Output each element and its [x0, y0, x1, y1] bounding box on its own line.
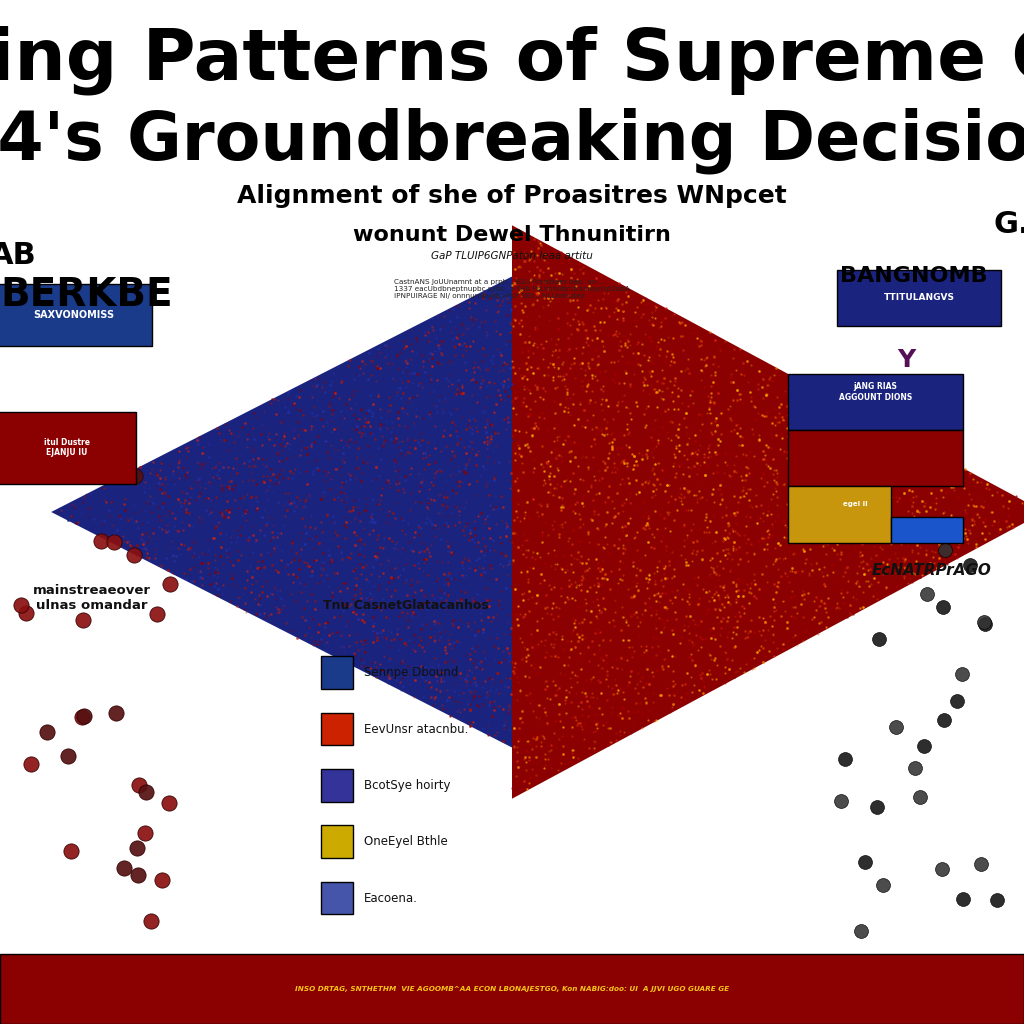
Point	[62, 843, 79, 859]
Text: CastnANS JoUUnamnt at a prpb... BLU Prsisttaer ban. a>...
1337 eacUbdbneptnupbc : CastnANS JoUUnamnt at a prpb... BLU Prsi…	[394, 279, 630, 299]
Point	[137, 824, 154, 841]
FancyBboxPatch shape	[321, 825, 353, 858]
Point	[868, 799, 885, 815]
Text: jANG RIAS
AGGOUNT DIONS: jANG RIAS AGGOUNT DIONS	[839, 383, 912, 401]
Point	[17, 605, 34, 622]
FancyBboxPatch shape	[788, 374, 963, 430]
Point	[977, 615, 993, 632]
Text: AB: AB	[0, 241, 37, 269]
Point	[154, 871, 170, 888]
Text: wonunt Dewel Thnunitirn: wonunt Dewel Thnunitirn	[353, 225, 671, 246]
FancyBboxPatch shape	[321, 713, 353, 745]
Point	[126, 547, 142, 563]
Point	[874, 878, 891, 894]
FancyBboxPatch shape	[891, 517, 963, 543]
Text: itul Dustre
EJANJU IU: itul Dustre EJANJU IU	[44, 438, 89, 457]
Point	[962, 557, 978, 573]
Point	[23, 756, 39, 772]
Point	[12, 597, 29, 613]
Point	[838, 751, 854, 767]
Text: EevUnsr atacnbu.: EevUnsr atacnbu.	[364, 723, 468, 735]
Point	[75, 611, 91, 628]
Text: Sennpe Dbound: Sennpe Dbound	[364, 667, 458, 679]
Point	[93, 534, 110, 550]
Point	[912, 788, 929, 805]
Point	[853, 923, 869, 939]
Text: Tnu CasnetGlatacanhos: Tnu CasnetGlatacanhos	[323, 599, 488, 612]
Point	[833, 793, 849, 809]
Point	[936, 542, 952, 558]
Point	[148, 605, 165, 622]
Text: INSO DRTAG, SNTHETHM  VIE AGOOMB^AA ECON LBONAJESTGO, Kon NABIG:doo: UI  A JJVI : INSO DRTAG, SNTHETHM VIE AGOOMB^AA ECON …	[295, 986, 729, 992]
Polygon shape	[51, 276, 512, 748]
Point	[934, 860, 950, 877]
Text: GaP TLUIP6GNPaton leaa artitu: GaP TLUIP6GNPaton leaa artitu	[431, 251, 593, 261]
Point	[842, 471, 858, 487]
Text: egel il: egel il	[843, 501, 867, 507]
Point	[976, 614, 992, 631]
Point	[117, 859, 133, 876]
Point	[857, 854, 873, 870]
Point	[105, 534, 122, 550]
Text: OneEyel Bthle: OneEyel Bthle	[364, 836, 447, 848]
Point	[989, 892, 1006, 908]
Point	[130, 866, 146, 883]
Point	[954, 666, 971, 682]
Text: BcotSye hoirty: BcotSye hoirty	[364, 779, 450, 792]
Point	[137, 783, 154, 800]
Point	[936, 712, 952, 728]
FancyBboxPatch shape	[0, 412, 136, 484]
Point	[60, 748, 77, 764]
Point	[161, 795, 177, 811]
Text: EcNATRPrAGO: EcNATRPrAGO	[871, 563, 992, 579]
Point	[935, 599, 951, 615]
Point	[162, 575, 178, 592]
Text: BANGNOMB: BANGNOMB	[840, 266, 987, 287]
Text: SAXVONOMISS: SAXVONOMISS	[33, 310, 115, 321]
FancyBboxPatch shape	[788, 430, 963, 486]
Point	[954, 891, 971, 907]
Text: TTITULANGVS: TTITULANGVS	[884, 294, 955, 302]
Text: Y: Y	[897, 348, 915, 372]
Point	[76, 708, 92, 724]
FancyBboxPatch shape	[321, 656, 353, 689]
Point	[127, 468, 143, 484]
Polygon shape	[512, 225, 1024, 799]
FancyBboxPatch shape	[321, 769, 353, 802]
Point	[948, 693, 965, 710]
FancyBboxPatch shape	[321, 882, 353, 914]
Text: mainstreaeover
ulnas omandar: mainstreaeover ulnas omandar	[33, 584, 152, 611]
Point	[907, 760, 924, 776]
Point	[129, 841, 145, 857]
Point	[871, 631, 888, 647]
FancyBboxPatch shape	[0, 284, 152, 346]
Point	[74, 710, 90, 726]
Point	[916, 738, 933, 755]
FancyBboxPatch shape	[0, 954, 1024, 1024]
Text: BERKBE: BERKBE	[0, 276, 173, 314]
Text: Eacoena.: Eacoena.	[364, 892, 418, 904]
Text: on 2024's Groundbreaking Decisions: on 2024's Groundbreaking Decisions	[0, 108, 1024, 174]
Point	[919, 586, 935, 602]
FancyBboxPatch shape	[788, 486, 891, 543]
Point	[108, 705, 124, 721]
FancyBboxPatch shape	[837, 270, 1001, 326]
Point	[142, 912, 159, 929]
Point	[39, 724, 55, 740]
Text: Unveiling the Voting Patterns of Supreme Court Justices: Unveiling the Voting Patterns of Supreme…	[0, 26, 1024, 95]
Text: G.: G.	[993, 210, 1024, 239]
Point	[973, 856, 989, 872]
Point	[131, 777, 147, 794]
Point	[888, 719, 904, 735]
Text: Alignment of she of Proasitres WNpcet: Alignment of she of Proasitres WNpcet	[238, 184, 786, 208]
